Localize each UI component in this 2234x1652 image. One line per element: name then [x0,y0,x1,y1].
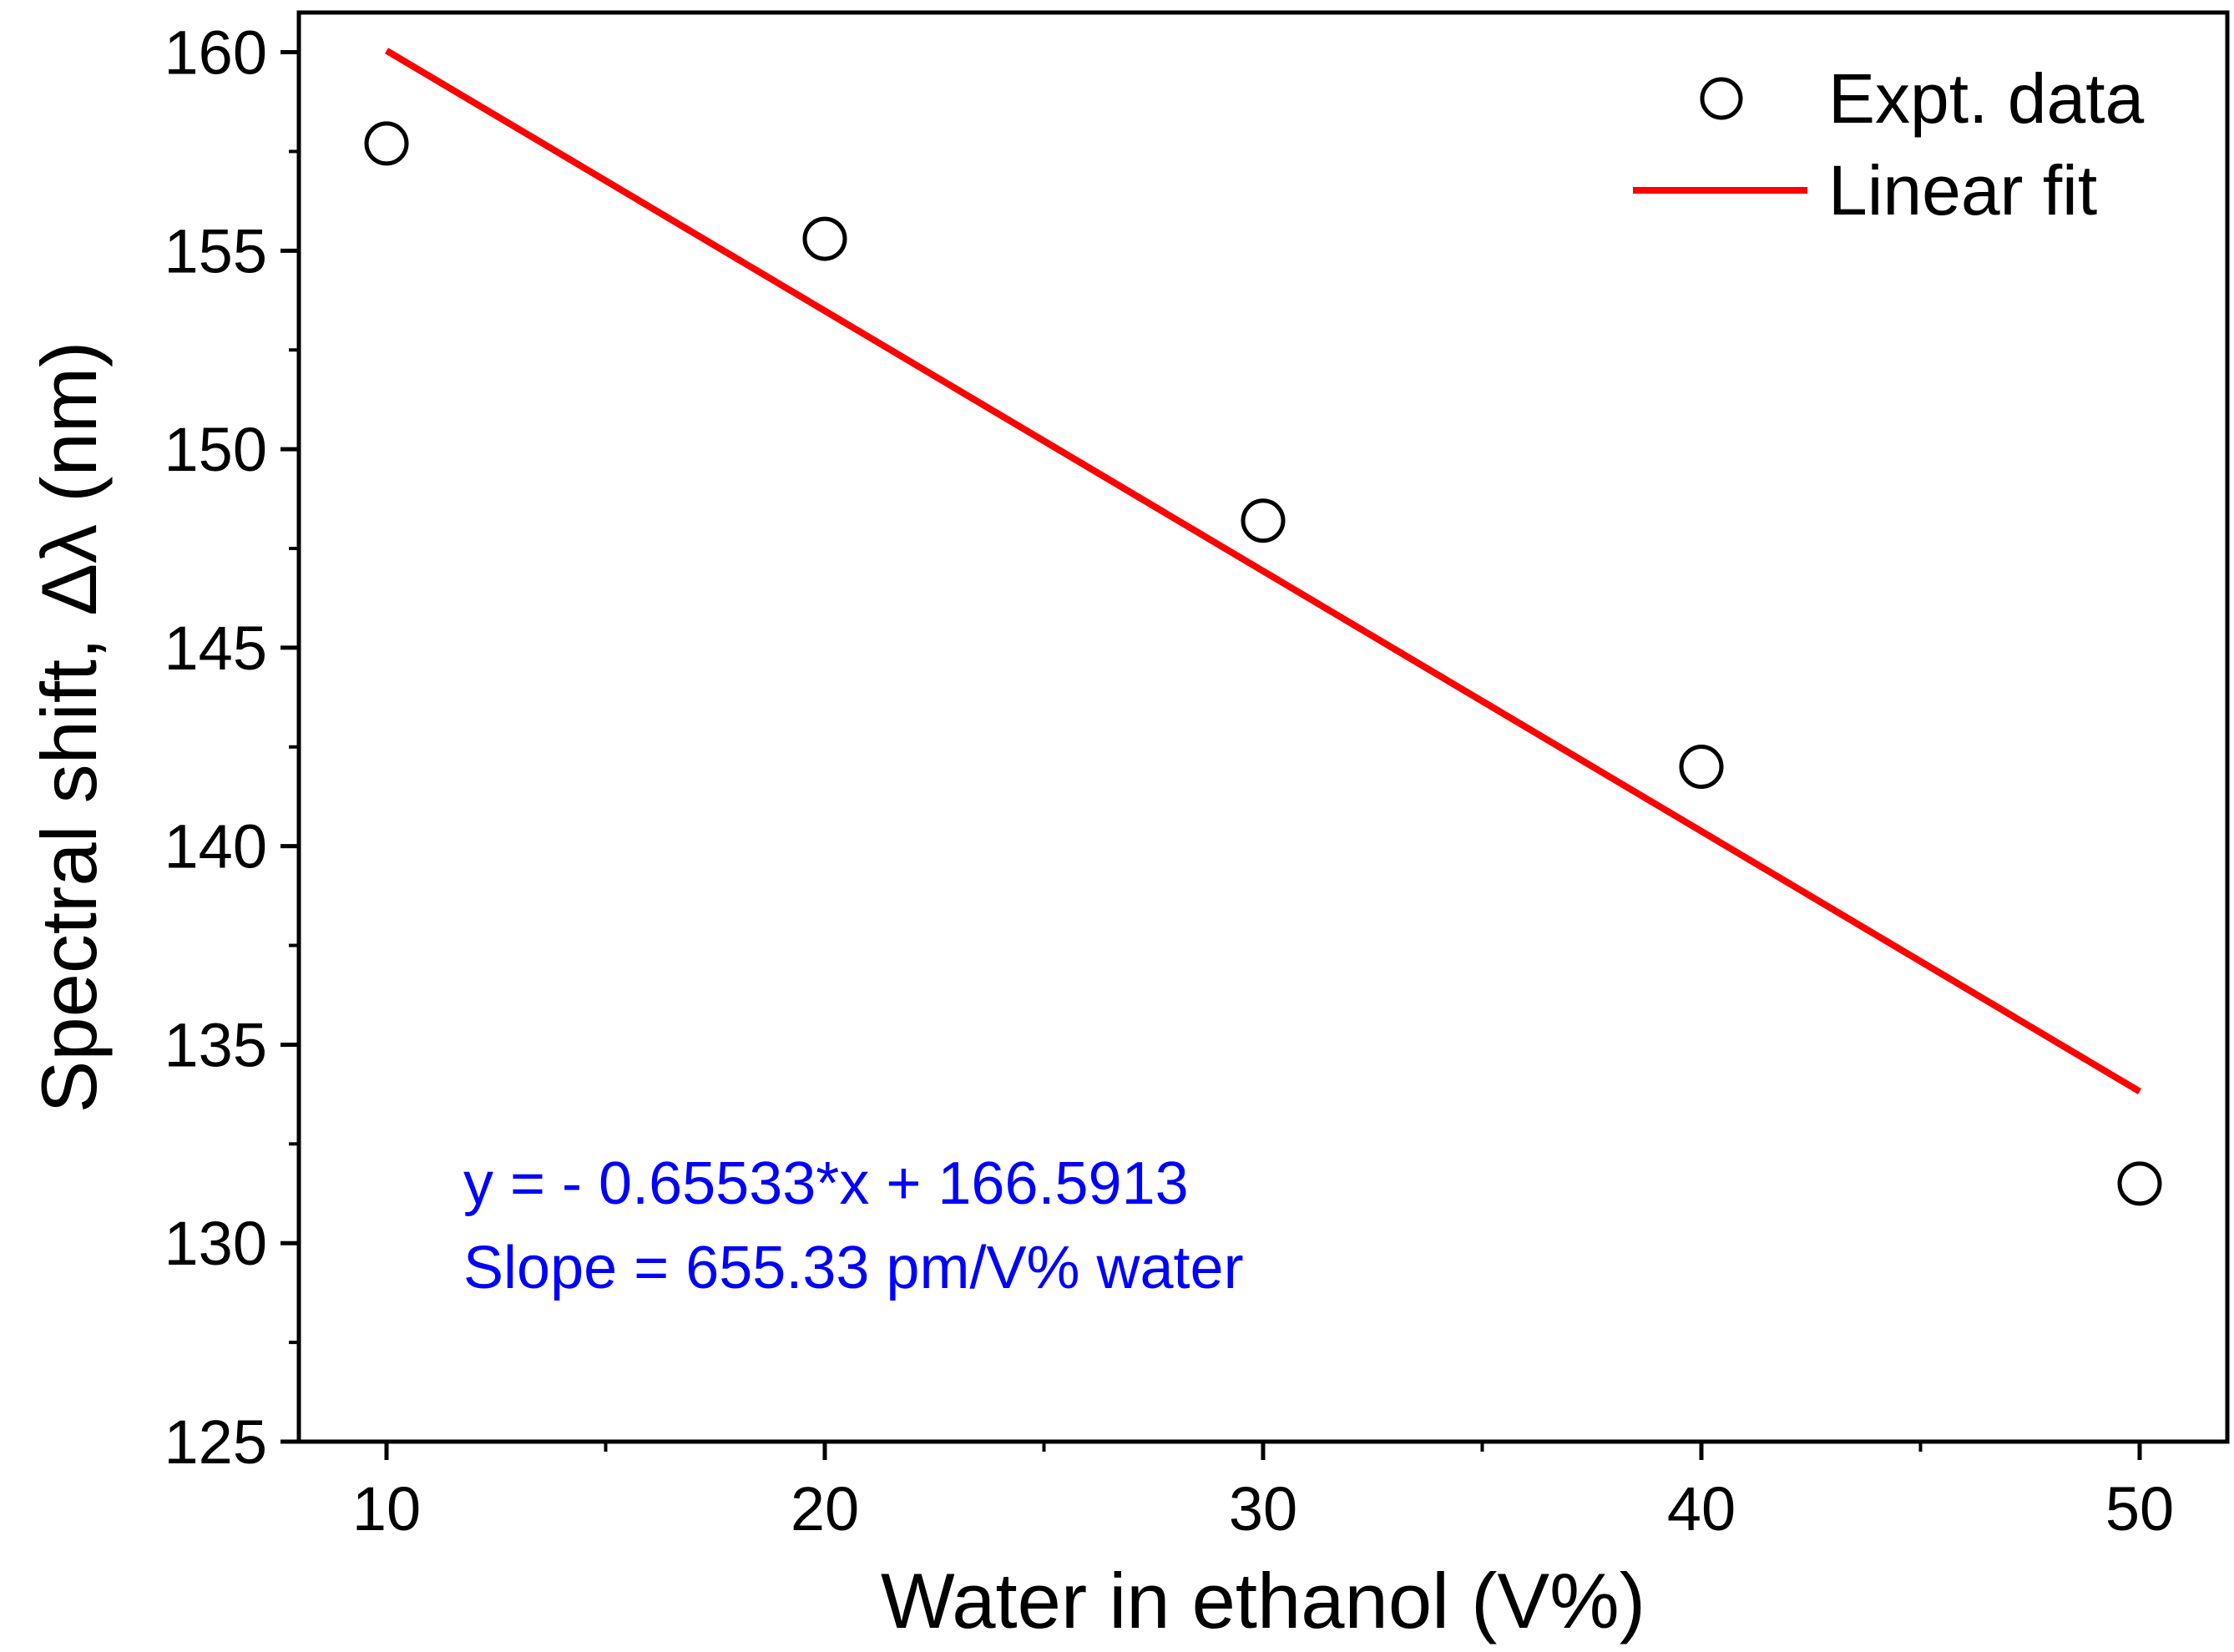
slope-annotation: Slope = 655.33 pm/V% water [463,1235,1244,1301]
data-point [1679,745,1724,790]
series-layer [364,48,2162,1206]
legend-label-linear-fit: Linear fit [1828,151,2097,230]
data-point [802,216,847,261]
legend: Expt. data Linear fit [1633,59,2145,230]
y-tick-label: 140 [164,812,267,882]
y-tick-label: 155 [164,216,267,285]
y-tick-label: 150 [164,415,267,484]
data-point [364,121,409,166]
x-tick-labels: 10 20 30 40 50 [352,1474,2174,1543]
y-tick-label: 135 [164,1010,267,1079]
data-point [2117,1161,2162,1206]
x-axis-title: Water in ethanol (V%) [881,1557,1645,1644]
data-point [1241,498,1286,543]
x-tick-label: 50 [2105,1474,2174,1543]
legend-marker-expt-data [1700,77,1743,120]
fit-equation: y = - 0.65533*x + 166.5913 [463,1150,1189,1217]
y-tick-labels: 125 130 135 140 145 150 155 160 [164,18,267,1477]
y-axis-title: Spectral shift, Δλ (nm) [25,341,113,1114]
annotations: y = - 0.65533*x + 166.5913 Slope = 655.3… [463,1150,1244,1301]
y-tick-label: 125 [164,1407,267,1477]
x-tick-label: 30 [1229,1474,1297,1543]
fit-line [384,48,2142,1094]
x-tick-label: 10 [352,1474,421,1543]
y-tick-label: 130 [164,1209,267,1278]
y-tick-label: 145 [164,614,267,683]
legend-label-expt-data: Expt. data [1828,59,2145,138]
x-tick-label: 20 [791,1474,859,1543]
y-tick-label: 160 [164,18,267,88]
x-tick-label: 40 [1667,1474,1736,1543]
tick-marks [281,50,2142,1460]
